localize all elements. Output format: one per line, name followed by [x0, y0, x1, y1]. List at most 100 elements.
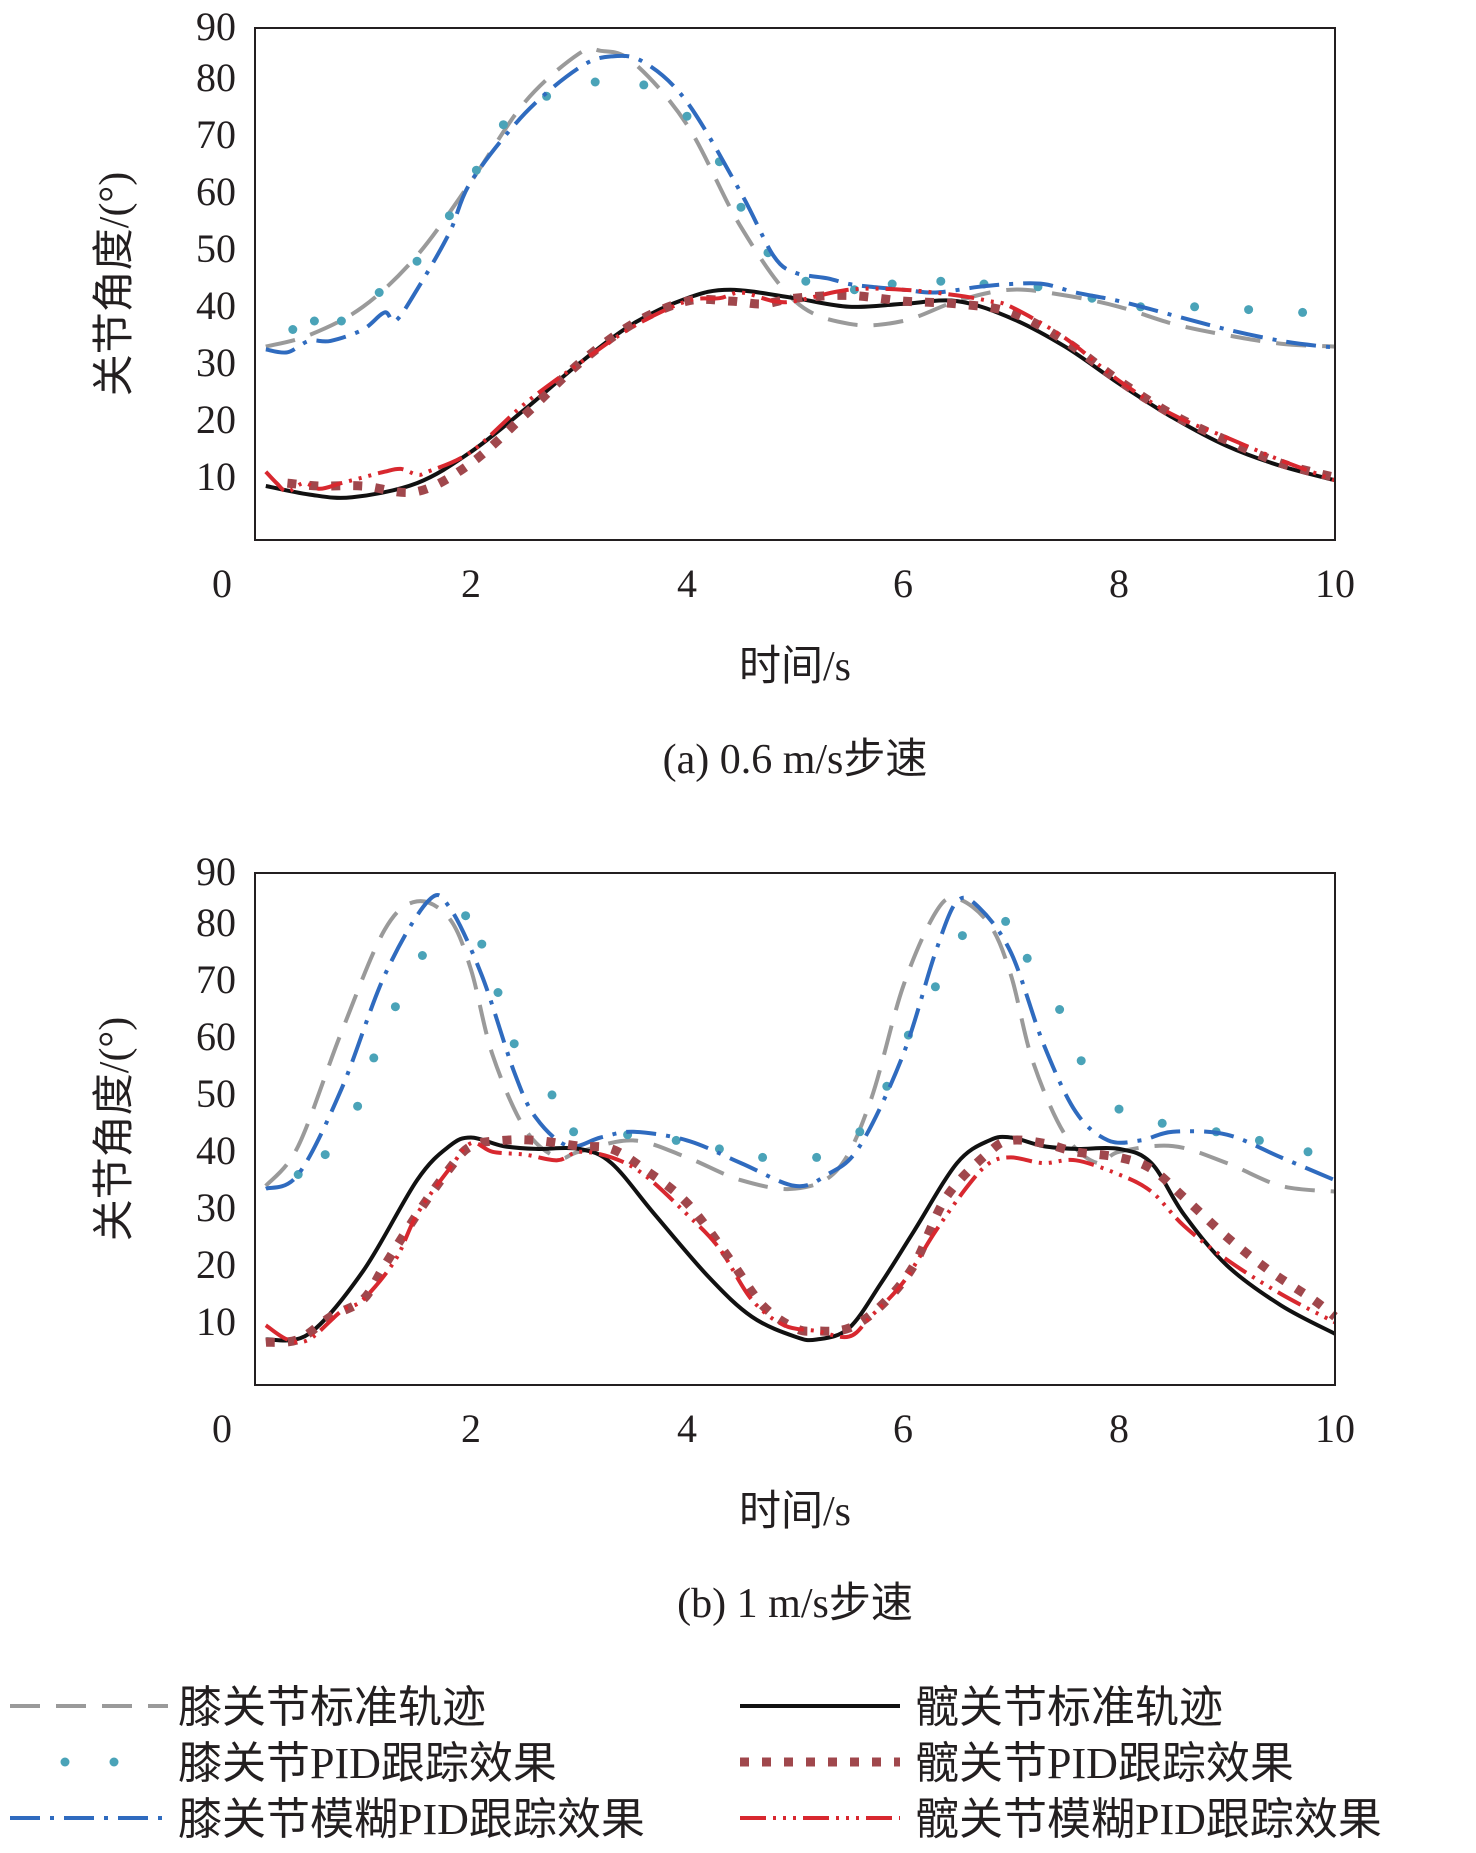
knee-pid-point — [569, 1127, 579, 1137]
x-tick-label: 6 — [893, 561, 913, 606]
x-tick-label: 6 — [893, 1406, 913, 1451]
x-tick-label: 10 — [1315, 1406, 1355, 1451]
knee-pid-point — [374, 288, 384, 297]
caption-a: (a) 0.6 m/s步速 — [663, 737, 928, 783]
knee-pid-point — [1244, 305, 1254, 315]
y-axis-label-a: 关节角度/(°) — [92, 172, 138, 396]
knee-pid-point — [1001, 916, 1011, 926]
y-tick-label: 30 — [196, 1185, 236, 1230]
y-ticks-b: 10 20 30 40 50 60 70 80 90 — [196, 849, 236, 1344]
knee-pid-point — [1298, 307, 1308, 317]
knee-pid-point — [444, 211, 454, 221]
hip-std-line — [265, 287, 1336, 500]
y-tick-label: 20 — [196, 1242, 236, 1287]
x-axis-label-a: 时间/s — [739, 644, 851, 690]
knee-pid-point — [471, 165, 481, 175]
knee-pid-point — [417, 951, 427, 960]
knee-pid-point — [758, 1152, 768, 1162]
legend-label-knee-std: 膝关节标准轨迹 — [178, 1683, 486, 1732]
x-tick-label: 0 — [212, 561, 232, 606]
hip-pid-line — [286, 290, 1337, 497]
knee-pid-point — [736, 202, 746, 212]
knee-pid-point — [547, 1090, 557, 1100]
knee-pid-point — [320, 1150, 330, 1160]
x-axis-label-b: 时间/s — [739, 1489, 851, 1535]
knee-pid-point — [930, 982, 940, 992]
x-tick-label: 10 — [1315, 561, 1355, 606]
y-tick-label: 20 — [196, 397, 236, 442]
knee-pid-point — [887, 279, 897, 289]
knee-pid-point — [390, 1002, 400, 1012]
knee-pid-point — [336, 316, 346, 326]
knee-pid-point — [1157, 1118, 1167, 1128]
x-ticks-a: 0 2 4 6 8 10 — [212, 561, 1355, 606]
knee-pid-point — [682, 111, 692, 121]
knee-fuzzy-line — [265, 53, 1336, 355]
knee-pid-point — [509, 1039, 519, 1049]
y-axis-label-b: 关节角度/(°) — [92, 1017, 138, 1241]
x-tick-label: 2 — [461, 561, 481, 606]
x-tick-label: 4 — [677, 561, 697, 606]
knee-pid-point — [498, 120, 508, 130]
knee-pid-point — [309, 316, 319, 326]
knee-pid-point — [671, 1135, 681, 1145]
knee-pid-point — [369, 1053, 379, 1063]
y-tick-label: 80 — [196, 900, 236, 945]
knee-pid-point — [477, 939, 487, 949]
knee-pid-point — [1190, 302, 1200, 312]
knee-pid-point — [855, 1127, 865, 1137]
knee-pid-point — [957, 931, 967, 941]
x-tick-label: 4 — [677, 1406, 697, 1451]
legend-swatch-knee-pid — [60, 1757, 119, 1767]
y-tick-label: 40 — [196, 1128, 236, 1173]
knee-pid-point — [801, 276, 811, 286]
knee-pid-point — [412, 256, 422, 266]
legend-label-hip-fuzzy: 髋关节模糊PID跟踪效果 — [915, 1795, 1382, 1844]
y-tick-label: 70 — [196, 112, 236, 157]
knee-pid-point — [936, 276, 946, 286]
caption-b: (b) 1 m/s步速 — [677, 1581, 913, 1627]
x-tick-label: 0 — [212, 1406, 232, 1451]
x-ticks-b: 0 2 4 6 8 10 — [212, 1406, 1355, 1451]
knee-pid-point — [493, 988, 503, 997]
knee-pid-point — [1055, 1005, 1065, 1014]
hip-fuzzy-line — [264, 1140, 1336, 1345]
chart-panel-a: 10 20 30 40 50 60 70 80 90 0 2 4 6 8 10 … — [92, 4, 1355, 783]
knee-pid-point — [1076, 1056, 1086, 1066]
x-tick-label: 2 — [461, 1406, 481, 1451]
legend: 膝关节标准轨迹 膝关节PID跟踪效果 膝关节模糊PID跟踪效果 髋关节标准轨迹 … — [10, 1683, 1382, 1844]
knee-pid-point — [1254, 1135, 1264, 1145]
y-tick-label: 10 — [196, 454, 236, 499]
knee-pid-point — [1114, 1104, 1124, 1114]
knee-pid-point — [461, 911, 471, 921]
y-ticks-a: 10 20 30 40 50 60 70 80 90 — [196, 4, 236, 499]
y-tick-label: 30 — [196, 340, 236, 385]
y-tick-label: 60 — [196, 1014, 236, 1059]
y-tick-label: 10 — [196, 1299, 236, 1344]
knee-pid-point — [1303, 1147, 1313, 1157]
knee-pid-point — [639, 80, 649, 90]
hip-fuzzy-line — [264, 286, 1336, 494]
y-tick-label: 90 — [196, 4, 236, 49]
y-tick-label: 50 — [196, 1071, 236, 1116]
legend-label-hip-std: 髋关节标准轨迹 — [915, 1683, 1223, 1732]
chart-panel-b: 10 20 30 40 50 60 70 80 90 0 2 4 6 8 10 … — [92, 849, 1355, 1627]
y-tick-label: 80 — [196, 55, 236, 100]
y-tick-label: 40 — [196, 283, 236, 328]
knee-pid-point — [288, 325, 298, 334]
legend-label-hip-pid: 髋关节PID跟踪效果 — [915, 1739, 1294, 1788]
knee-pid-point — [353, 1101, 363, 1111]
knee-fuzzy-line — [265, 893, 1336, 1191]
y-tick-label: 70 — [196, 957, 236, 1002]
plot-frame-b — [254, 872, 1336, 1386]
knee-pid-point — [1022, 953, 1032, 963]
knee-std-line — [264, 895, 1336, 1194]
x-tick-label: 8 — [1109, 1406, 1129, 1451]
plot-frame-a — [254, 27, 1336, 541]
knee-pid-point — [714, 1144, 724, 1154]
hip-std-line — [265, 1134, 1336, 1343]
legend-label-knee-pid: 膝关节PID跟踪效果 — [178, 1739, 557, 1788]
knee-pid-point — [590, 77, 600, 87]
series-layer-a — [264, 46, 1337, 500]
